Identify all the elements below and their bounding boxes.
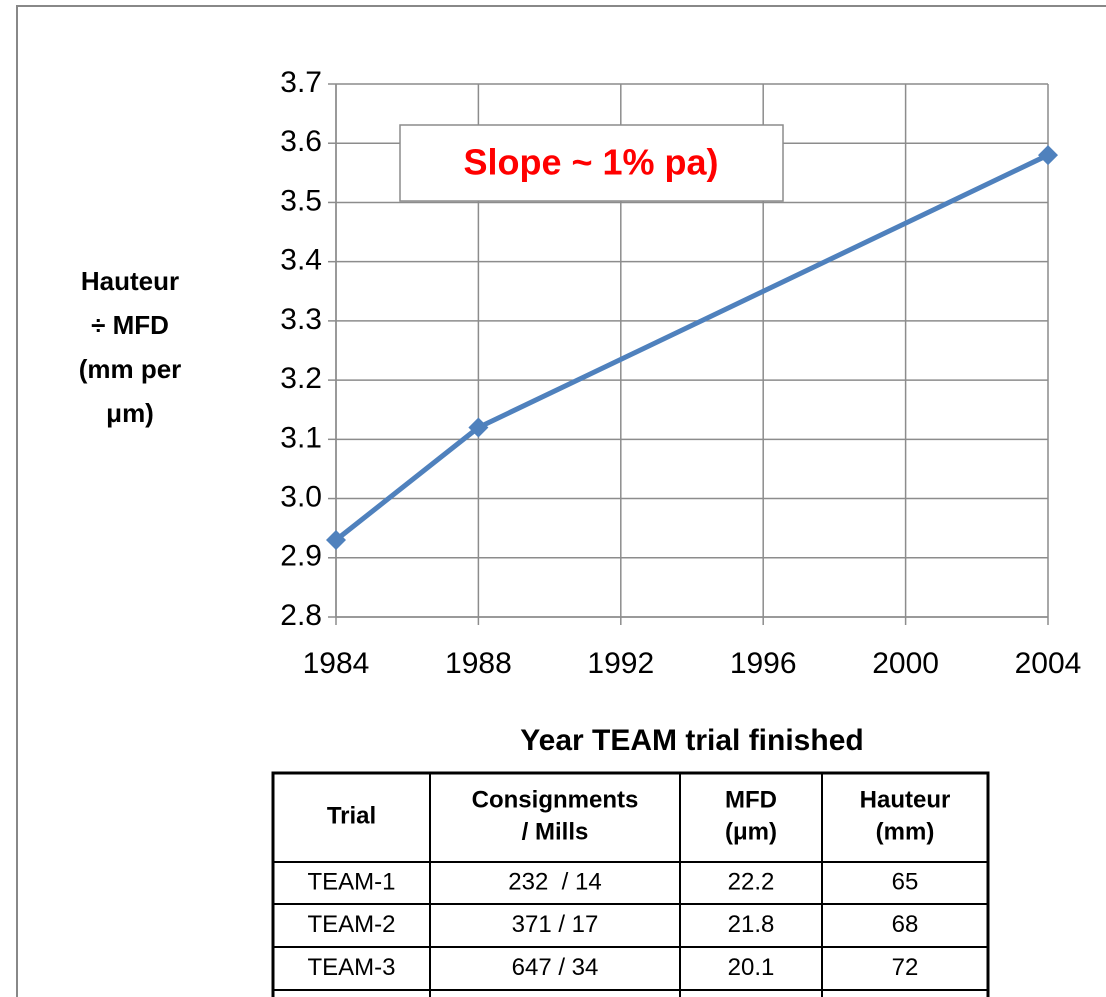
y-tick-label: 3.2 [280, 362, 322, 395]
marker [1038, 145, 1058, 166]
table-cell: TEAM-3 [307, 954, 395, 981]
y-tick-label: 3.7 [280, 66, 322, 99]
annotation-box [399, 124, 784, 202]
table-header: (μm) [725, 818, 777, 845]
x-tick-label: 1988 [445, 647, 512, 680]
table-header: / Mills [522, 818, 589, 845]
y-axis-label: ÷ MFD [91, 310, 169, 340]
table-cell: 65 [892, 868, 919, 895]
x-axis-label: Year TEAM trial finished [520, 724, 863, 757]
table-header: Consignments [472, 786, 639, 813]
y-tick-label: 3.1 [280, 421, 322, 454]
table-cell: 21.8 [728, 911, 775, 938]
table-cell: 68 [892, 911, 919, 938]
y-tick-label: 2.8 [280, 599, 322, 632]
x-tick-label: 1996 [730, 647, 797, 680]
y-tick-label: 3.4 [280, 244, 322, 277]
table-cell: 22.2 [728, 868, 775, 895]
y-tick-label: 2.9 [280, 540, 322, 573]
y-tick-label: 3.5 [280, 184, 322, 217]
x-tick-label: 2000 [872, 647, 939, 680]
x-tick-label: 1992 [587, 647, 654, 680]
y-tick-label: 3.3 [280, 303, 322, 336]
table-cell: TEAM-1 [307, 868, 395, 895]
table-cell: 371 / 17 [512, 911, 599, 938]
table-cell: 647 / 34 [512, 954, 599, 981]
table-header: (mm) [876, 818, 935, 845]
marker [468, 417, 489, 438]
x-tick-label: 2004 [1015, 647, 1082, 680]
y-axis-label: μm) [106, 398, 154, 428]
table-header: Trial [327, 802, 376, 829]
table-cell: 20.1 [728, 954, 775, 981]
annotation: Slope ~ 1% pa) [463, 142, 718, 183]
y-tick-label: 3.6 [280, 125, 322, 158]
table-bg [271, 771, 990, 997]
y-axis-label: Hauteur [81, 266, 179, 296]
y-axis-label: (mm per [79, 354, 182, 384]
table-cell: 232 / 14 [508, 868, 601, 895]
x-tick-label: 1984 [303, 647, 370, 680]
table-cell: TEAM-2 [307, 911, 395, 938]
table-header: MFD [725, 786, 777, 813]
y-tick-label: 3.0 [280, 480, 322, 513]
table-cell: 72 [892, 954, 919, 981]
table-header: Hauteur [860, 786, 951, 813]
marker [326, 530, 346, 551]
